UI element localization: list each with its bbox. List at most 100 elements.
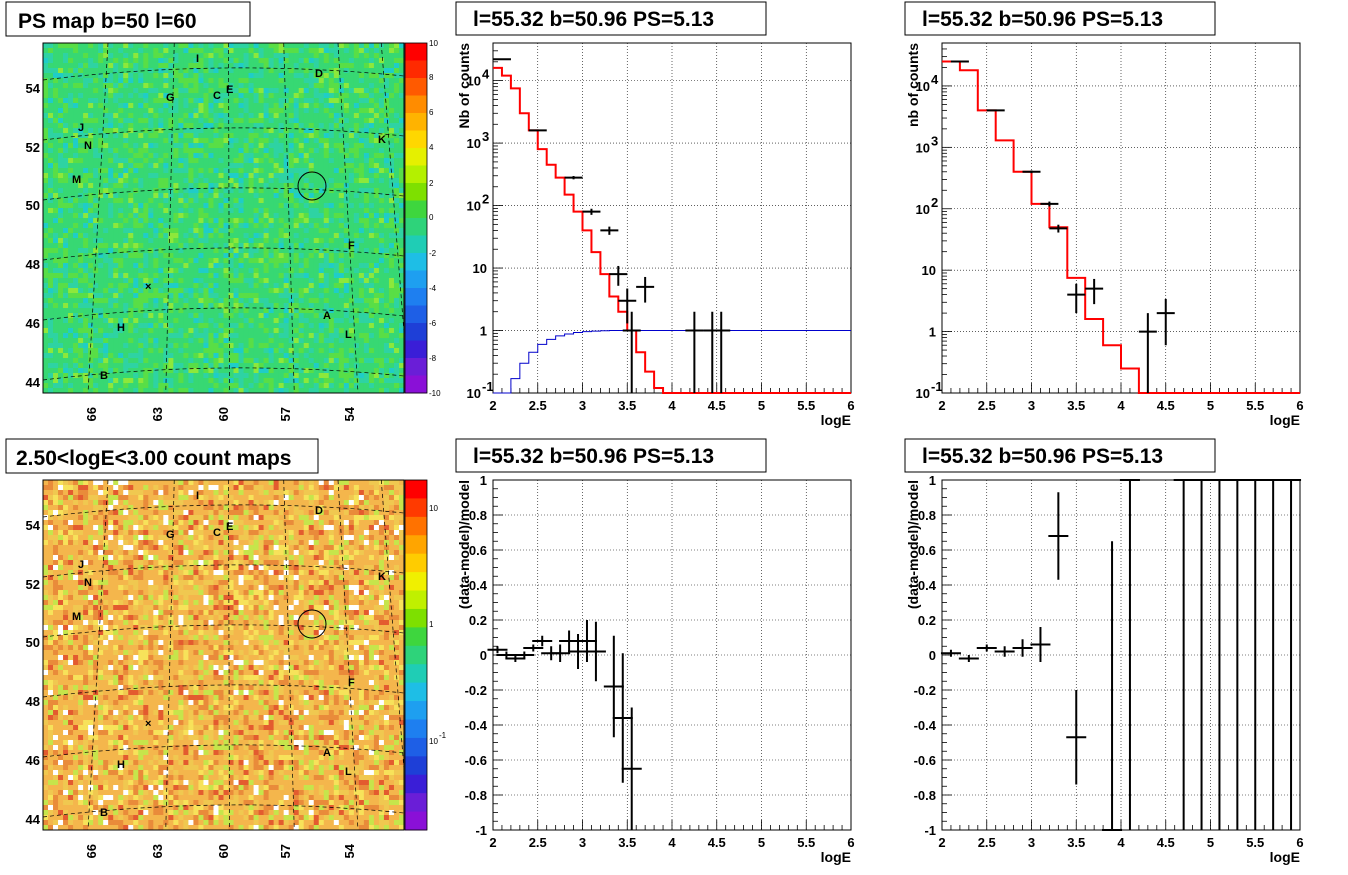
grid — [942, 43, 1300, 393]
chart-title-frame — [455, 1, 767, 36]
colorbar-segment — [405, 375, 427, 394]
map-longitude-line — [87, 480, 109, 830]
data-point — [1067, 283, 1086, 314]
map-longitude-line — [380, 43, 404, 337]
map-y-tick-label: 44 — [26, 812, 41, 827]
data-point — [582, 208, 601, 215]
x-tick-label: 5 — [1207, 835, 1214, 850]
y-tick-label: 10 — [922, 263, 936, 278]
y-tick-label: -0.2 — [914, 683, 936, 698]
data-point — [636, 276, 655, 303]
y-tick-exponent: 4 — [931, 72, 939, 87]
colorbar-segment — [405, 183, 427, 201]
y-tick-exponent: -1 — [482, 379, 494, 394]
map-source-label-E: E — [226, 84, 233, 96]
ps-map-heatmap — [43, 43, 404, 393]
map-source-label-K: K — [378, 134, 386, 146]
colorbar-segment — [405, 130, 427, 149]
chart-title-frame — [904, 438, 1216, 473]
colorbar-segment — [405, 572, 427, 592]
colorbar-segment — [405, 95, 427, 114]
y-axis-label: (data-model)/model — [905, 480, 921, 609]
map-y-tick-label: 46 — [26, 753, 40, 768]
data-point — [576, 620, 597, 662]
map-x-tick-label: 63 — [150, 844, 165, 858]
y-tick-label: 10 — [467, 199, 481, 214]
colorbar-segment — [405, 664, 427, 684]
data-point — [1245, 479, 1266, 830]
map-source-label-G: G — [166, 92, 175, 104]
map-longitude-line — [337, 480, 359, 830]
data-point — [712, 311, 731, 393]
data-point — [1030, 627, 1051, 662]
x-tick-label: 2 — [938, 398, 945, 413]
colorbar-segment — [405, 358, 427, 376]
colorbar-segment — [405, 516, 427, 536]
x-tick-label: 4.5 — [1157, 835, 1175, 850]
x-tick-label: 2.5 — [529, 835, 547, 850]
colorbar-segment — [405, 590, 427, 610]
y-tick-label: -0.2 — [465, 683, 487, 698]
colorbar-segment — [405, 113, 427, 131]
map-x-tick-label: 66 — [84, 844, 99, 858]
y-tick-label: 1 — [929, 325, 936, 340]
data-point — [585, 621, 606, 682]
map-y-tick-label: 54 — [26, 518, 41, 533]
data-point — [1191, 479, 1212, 830]
x-tick-label: 4.5 — [708, 398, 726, 413]
data-point — [609, 265, 628, 286]
chart-title-frame — [904, 1, 1216, 36]
x-tick-label: 3.5 — [618, 398, 636, 413]
colorbar-segment — [405, 774, 427, 794]
map-source-label-B: B — [100, 807, 108, 819]
data-point — [976, 644, 997, 652]
data-point — [1209, 479, 1230, 830]
count-map-coordinate-grid — [43, 480, 404, 830]
colorbar-segment — [405, 553, 427, 573]
x-tick-label: 4 — [668, 835, 676, 850]
map-longitude-line — [380, 480, 404, 774]
x-tick-label: 5.5 — [1246, 835, 1264, 850]
y-tick-exponent: 3 — [482, 129, 489, 144]
count-map-title-box: 2.50<logE<3.00 count maps — [5, 438, 319, 474]
map-longitude-line — [165, 480, 175, 830]
colorbar-segment — [405, 78, 427, 96]
x-tick-label: 3 — [1028, 835, 1035, 850]
ps-map-cross-marker: × — [145, 281, 151, 293]
map-y-tick-label: 52 — [26, 140, 40, 155]
count-map-source-labels: I D G C E J K N M F A H L B — [72, 490, 386, 819]
map-longitude-line — [228, 480, 230, 830]
map-x-tick-label: 60 — [216, 844, 231, 858]
map-x-tick-label: 54 — [342, 843, 357, 858]
x-tick-label: 2 — [938, 835, 945, 850]
y-tick-label: 1 — [480, 473, 487, 488]
grid — [493, 480, 851, 830]
colorbar-tick-label: 1 — [429, 620, 434, 629]
y-tick-label: 0.2 — [469, 613, 487, 628]
ps-map-y-ticks: 54 52 50 48 46 44 — [26, 81, 41, 390]
colorbar-segment — [405, 200, 427, 219]
colorbar-segment — [405, 43, 427, 61]
colorbar-tick-label: -8 — [429, 354, 437, 363]
colorbar-segment — [405, 701, 427, 720]
colorbar-tick-label: -2 — [429, 249, 437, 258]
y-tick-label: -0.8 — [914, 788, 936, 803]
colorbar-segment — [405, 253, 427, 271]
y-tick-label: -1 — [924, 823, 936, 838]
colorbar-tick-label: 4 — [429, 143, 434, 152]
data-point — [1049, 224, 1068, 233]
x-tick-label: 2 — [489, 835, 496, 850]
data-point — [622, 311, 641, 393]
colorbar-tick-label: 2 — [429, 179, 434, 188]
x-axis-label: logE — [1270, 849, 1300, 865]
data-point — [603, 635, 624, 738]
data-point — [550, 644, 571, 662]
data-point — [505, 655, 526, 662]
map-longitude-line — [165, 43, 175, 393]
x-tick-label: 4 — [668, 398, 676, 413]
x-axis-label: logE — [821, 849, 851, 865]
map-source-label-I: I — [196, 490, 199, 502]
map-longitude-line — [228, 43, 230, 393]
